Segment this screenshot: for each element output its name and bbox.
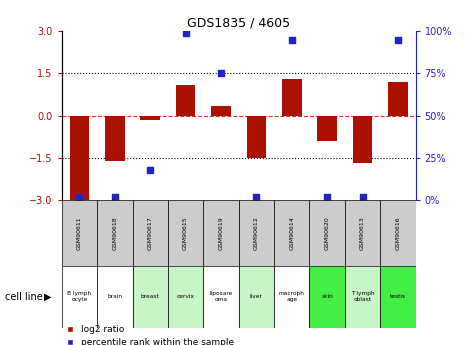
Point [394,37,402,42]
Bar [274,266,310,328]
Text: GSM90612: GSM90612 [254,216,259,250]
Title: GDS1835 / 4605: GDS1835 / 4605 [187,17,290,30]
Text: GSM90616: GSM90616 [395,216,400,250]
Text: GSM90617: GSM90617 [148,216,153,250]
Text: testis: testis [390,294,406,299]
Bar [247,116,266,158]
Bar [203,200,238,266]
Text: macroph
age: macroph age [279,291,304,302]
Text: ▶: ▶ [44,292,51,302]
Bar [345,266,380,328]
Text: cell line: cell line [5,292,42,302]
Point [323,194,331,199]
Text: B lymph
ocyte: B lymph ocyte [67,291,92,302]
Bar [62,200,97,266]
Text: liver: liver [250,294,263,299]
Bar [70,116,89,200]
Point [146,167,154,172]
Text: breast: breast [141,294,160,299]
Legend: log2 ratio, percentile rank within the sample: log2 ratio, percentile rank within the s… [66,325,234,345]
Bar [176,85,195,116]
Bar [105,116,124,161]
Point [217,71,225,76]
Text: skin: skin [321,294,333,299]
Text: T lymph
oblast: T lymph oblast [351,291,374,302]
Text: liposare
oma: liposare oma [209,291,233,302]
Bar [97,200,133,266]
Text: GSM90614: GSM90614 [289,216,294,250]
Bar [141,116,160,120]
Bar [353,116,372,164]
Bar [380,200,416,266]
Bar [97,266,133,328]
Text: brain: brain [107,294,123,299]
Point [111,194,119,199]
Bar [238,266,274,328]
Bar [133,266,168,328]
Bar [211,106,231,116]
Point [359,194,366,199]
Bar [282,79,302,116]
Bar [274,200,310,266]
Bar [345,200,380,266]
Bar [317,116,337,141]
Bar [203,266,238,328]
Text: cervix: cervix [177,294,195,299]
Text: GSM90618: GSM90618 [112,216,117,250]
Bar [380,266,416,328]
Text: GSM90615: GSM90615 [183,216,188,250]
Bar [168,266,203,328]
Bar [62,266,97,328]
Bar [310,266,345,328]
Point [76,194,83,199]
Bar [133,200,168,266]
Point [253,194,260,199]
Bar [310,200,345,266]
Text: GSM90613: GSM90613 [360,216,365,250]
Bar [238,200,274,266]
Point [288,37,295,42]
Text: GSM90620: GSM90620 [324,216,330,250]
Text: GSM90619: GSM90619 [218,216,224,250]
Bar [168,200,203,266]
Bar [388,82,408,116]
Text: GSM90611: GSM90611 [77,216,82,250]
Point [182,30,190,36]
